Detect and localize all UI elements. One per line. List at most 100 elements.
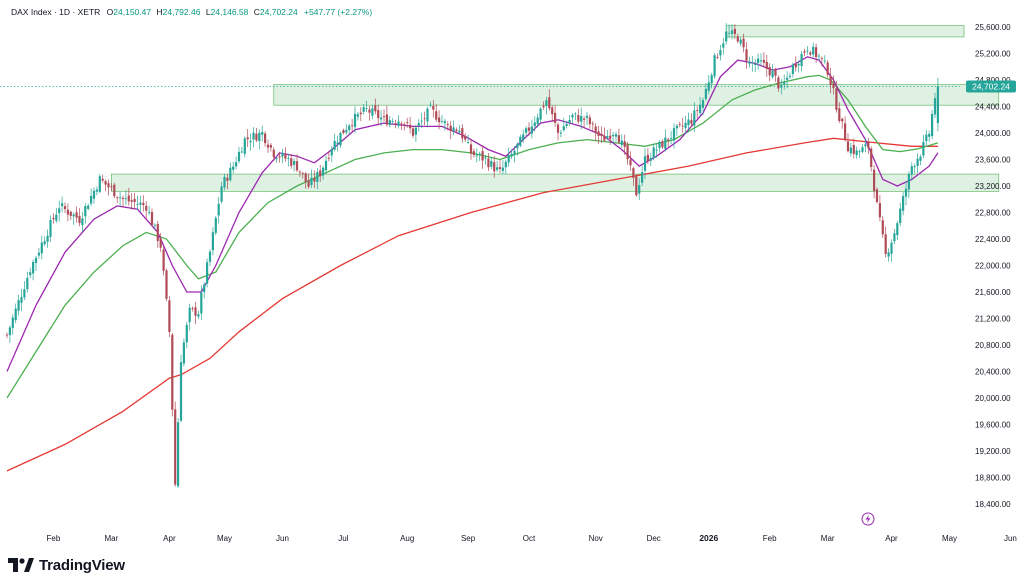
candle-body [342, 130, 345, 133]
candle-body [423, 118, 426, 120]
candle-body [5, 334, 9, 336]
candle-body [203, 284, 206, 293]
candle-body [119, 197, 122, 199]
candle-body [191, 308, 194, 310]
candle-body [574, 113, 577, 115]
candle-body [252, 132, 255, 140]
price-tick-label: 18,400.00 [975, 500, 1011, 509]
candle-body [81, 218, 84, 226]
candle-body [295, 161, 299, 171]
candle-body [351, 125, 354, 127]
candle-body [229, 167, 232, 181]
candle-body [777, 77, 780, 89]
candle-body [464, 136, 467, 140]
candle-body [812, 46, 815, 55]
price-tick-label: 23,600.00 [975, 156, 1011, 165]
candle-body [87, 205, 90, 209]
time-tick-label: Jul [338, 534, 348, 543]
candle-body [46, 235, 49, 242]
candle-body [385, 114, 388, 125]
candle-body [928, 133, 931, 137]
price-tick-label: 24,400.00 [975, 103, 1011, 112]
candle-body [107, 183, 110, 188]
price-tick-label: 19,200.00 [975, 447, 1011, 456]
candle-body [496, 167, 499, 170]
candle-body [432, 106, 435, 110]
candle-body [467, 142, 470, 143]
time-tick-label: Jun [1004, 534, 1017, 543]
candle-body [704, 88, 707, 99]
candle-body [933, 98, 937, 115]
candle-body [707, 82, 710, 91]
zones-layer [111, 25, 1000, 192]
candle-body [693, 110, 696, 126]
brand-name: TradingView [39, 556, 125, 574]
price-tick-label: 22,000.00 [975, 262, 1011, 271]
candle-body [58, 208, 61, 214]
price-tick-label: 19,600.00 [975, 421, 1011, 430]
candle-body [794, 63, 797, 68]
candle-body [748, 61, 751, 64]
candle-body [672, 128, 676, 141]
candle-body [844, 123, 847, 140]
candle-body [588, 117, 591, 125]
candle-body [565, 123, 568, 126]
candle-body [403, 124, 406, 126]
brand[interactable]: TradingView [8, 555, 125, 575]
candle-body [490, 160, 493, 167]
candle-body [678, 124, 681, 125]
candle-body [583, 118, 586, 120]
candle-body [293, 160, 296, 165]
candle-body [562, 126, 565, 131]
candle-body [90, 196, 93, 204]
candle-body [17, 300, 20, 311]
lightning-icon[interactable] [861, 512, 875, 526]
candle-body [916, 158, 919, 166]
candle-body [121, 197, 125, 199]
candle-body [32, 262, 35, 274]
candle-body [771, 70, 774, 78]
candle-body [635, 176, 638, 196]
candle-body [670, 138, 673, 139]
candle-body [826, 62, 829, 75]
time-axis[interactable]: Feb Mar Apr May Jun Jul Aug Sep Oct Nov Dec 2026 Feb… [47, 533, 1017, 543]
candle-body [736, 36, 739, 42]
candle-body [742, 38, 745, 48]
candle-body [571, 114, 574, 118]
candle-body [322, 167, 325, 176]
candle-body [69, 211, 72, 216]
candle-body [278, 156, 281, 158]
candle-body [591, 123, 594, 125]
candle-body [290, 158, 293, 166]
candle-body [165, 270, 168, 299]
candle-body [864, 144, 867, 147]
candle-body [63, 206, 67, 210]
candle-body [922, 141, 925, 156]
candle-body [722, 43, 725, 48]
candle-body [397, 121, 400, 126]
candle-body [536, 117, 539, 125]
candle-body [159, 238, 162, 248]
candle-body [301, 173, 304, 175]
candle-body [852, 145, 855, 154]
candle-body [806, 50, 809, 52]
candle-body [339, 133, 342, 146]
candle-body [649, 157, 652, 161]
candle-body [243, 138, 246, 154]
candle-body [330, 149, 333, 156]
svg-text:DAX Index · 1D · XETR O2: DAX Index · 1D · XETR O24,150.47 H24,792… [11, 7, 372, 17]
candle-body [217, 203, 220, 216]
candle-body [130, 200, 133, 202]
time-tick-label: Mar [105, 534, 119, 543]
time-tick-label: Oct [523, 534, 536, 543]
candle-body [220, 186, 223, 202]
candle-body [269, 144, 272, 148]
time-tick-label: May [217, 534, 232, 543]
candle-body [249, 140, 252, 143]
candle-body [516, 143, 519, 149]
candle-body [237, 151, 241, 162]
candle-body [171, 334, 174, 410]
candle-body [124, 198, 127, 200]
time-tick-label: Sep [461, 534, 476, 543]
